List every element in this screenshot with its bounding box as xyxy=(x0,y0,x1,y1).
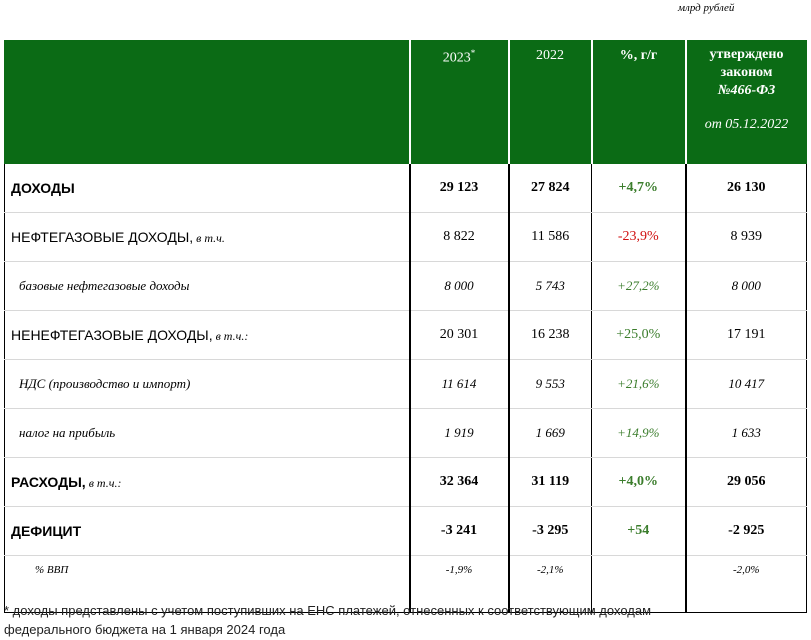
cell-approved: 1 633 xyxy=(685,408,807,458)
row-label: ДОХОДЫ xyxy=(11,180,75,196)
row-label: РАСХОДЫ, xyxy=(11,473,86,490)
cell-2023: 20 301 xyxy=(408,310,510,360)
row-label: НЕФТЕГАЗОВЫЕ ДОХОДЫ, xyxy=(11,228,194,245)
cell-2023: 1 919 xyxy=(408,408,510,458)
table-row: НЕНЕФТЕГАЗОВЫЕ ДОХОДЫ, в т.ч.: 20 301 16… xyxy=(4,310,807,360)
header-approved-date: от 05.12.2022 xyxy=(704,117,789,132)
header-2023-text: 2023 xyxy=(442,50,471,66)
header-approved-line1: утверждено xyxy=(709,47,784,62)
row-label: налог на прибыль xyxy=(19,425,116,440)
cell-2022: 5 743 xyxy=(508,261,592,311)
table-row: базовые нефтегазовые доходы 8 000 5 743 … xyxy=(4,261,807,311)
cell-approved: -2 925 xyxy=(685,506,807,556)
header-approved-line3: №466-ФЗ xyxy=(717,83,776,98)
table-row: ДОХОДЫ 29 123 27 824 +4,7% 26 130 xyxy=(4,164,807,213)
cell-2022: 27 824 xyxy=(508,164,592,213)
header-pct: %, г/г xyxy=(591,40,687,164)
row-suffix: в т.ч.: xyxy=(85,475,122,490)
cell-pct: +21,6% xyxy=(591,359,687,409)
cell-2023: -3 241 xyxy=(408,506,510,556)
header-2022-text: 2022 xyxy=(536,48,564,63)
cell-2023: 32 364 xyxy=(408,457,510,507)
cell-approved: 8 000 xyxy=(685,261,807,311)
cell-pct: +54 xyxy=(591,506,687,556)
cell-approved: 26 130 xyxy=(685,164,807,213)
cell-2022: -2,1% xyxy=(508,555,592,613)
cell-approved: 8 939 xyxy=(685,212,807,262)
cell-2022: 11 586 xyxy=(508,212,592,262)
cell-2022: 1 669 xyxy=(508,408,592,458)
header-2022: 2022 xyxy=(508,40,593,164)
table-row: НДС (производство и импорт) 11 614 9 553… xyxy=(4,359,807,409)
cell-approved: 10 417 xyxy=(685,359,807,409)
table-row: налог на прибыль 1 919 1 669 +14,9% 1 63… xyxy=(4,408,807,458)
cell-pct xyxy=(591,555,687,613)
table-row: РАСХОДЫ, в т.ч.: 32 364 31 119 +4,0% 29 … xyxy=(4,457,807,507)
header-2023-mark: * xyxy=(470,48,476,58)
budget-table: 2023* 2022 %, г/г утверждено законом №46… xyxy=(4,40,807,613)
header-pct-text: %, г/г xyxy=(619,48,658,63)
header-approved-line2: законом xyxy=(720,65,773,80)
table-row: ДЕФИЦИТ -3 241 -3 295 +54 -2 925 xyxy=(4,506,807,556)
cell-approved: -2,0% xyxy=(685,555,807,613)
footnote-line2: федерального бюджета на 1 января 2024 го… xyxy=(4,622,286,637)
cell-2023: -1,9% xyxy=(408,555,510,613)
cell-pct: -23,9% xyxy=(591,212,687,262)
row-suffix: в т.ч. xyxy=(193,230,225,245)
cell-approved: 17 191 xyxy=(685,310,807,360)
header-approved: утверждено законом №466-ФЗ от 05.12.2022 xyxy=(685,40,807,164)
footnote: * доходы представлены с учетом поступивш… xyxy=(4,601,784,639)
footnote-line1: * доходы представлены с учетом поступивш… xyxy=(4,603,652,618)
cell-approved: 29 056 xyxy=(685,457,807,507)
row-label: % ВВП xyxy=(35,564,69,576)
cell-pct: +27,2% xyxy=(591,261,687,311)
cell-pct: +25,0% xyxy=(591,310,687,360)
row-label: базовые нефтегазовые доходы xyxy=(19,278,190,293)
header-label-cell xyxy=(4,40,411,164)
row-label: ДЕФИЦИТ xyxy=(11,523,82,539)
table-row: % ВВП -1,9% -2,1% -2,0% xyxy=(4,555,807,613)
cell-pct: +4,0% xyxy=(591,457,687,507)
cell-2023: 29 123 xyxy=(408,164,510,213)
cell-pct: +14,9% xyxy=(591,408,687,458)
cell-2023: 8 822 xyxy=(408,212,510,262)
cell-pct: +4,7% xyxy=(591,164,687,213)
cell-2023: 11 614 xyxy=(408,359,510,409)
cell-2022: 9 553 xyxy=(508,359,592,409)
row-suffix: в т.ч.: xyxy=(212,328,249,343)
units-label: млрд рублей xyxy=(678,2,735,14)
row-label: НЕНЕФТЕГАЗОВЫЕ ДОХОДЫ, xyxy=(11,326,213,343)
header-2023: 2023* xyxy=(409,40,510,164)
row-label: НДС (производство и импорт) xyxy=(19,376,191,391)
cell-2022: -3 295 xyxy=(508,506,592,556)
cell-2022: 31 119 xyxy=(508,457,592,507)
table-header-row: 2023* 2022 %, г/г утверждено законом №46… xyxy=(4,40,807,164)
table-row: НЕФТЕГАЗОВЫЕ ДОХОДЫ, в т.ч. 8 822 11 586… xyxy=(4,212,807,262)
cell-2023: 8 000 xyxy=(408,261,510,311)
cell-2022: 16 238 xyxy=(508,310,592,360)
